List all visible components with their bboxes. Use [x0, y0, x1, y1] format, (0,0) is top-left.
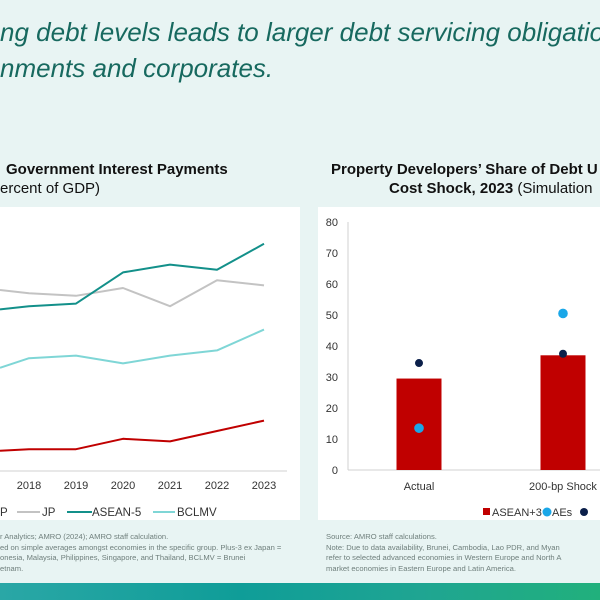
right-note-line-4: market economies in Eastern Europe and L…	[326, 563, 516, 573]
bar-200-bp-shock	[540, 355, 586, 470]
right-notes: Source: AMRO staff calculations. Note: D…	[326, 532, 561, 574]
x-tick-label: 200-bp Shock	[529, 481, 597, 493]
left-notes: r Analytics; AMRO (2024); AMRO staff cal…	[0, 532, 281, 574]
y-tick-label: 0	[332, 465, 338, 477]
legend-swatch-asean3	[483, 508, 490, 515]
y-tick-label: 30	[326, 372, 338, 384]
dot-aes-actual	[414, 423, 424, 433]
right-note-line-2: Note: Due to data availability, Brunei, …	[326, 542, 560, 552]
y-tick-label: 60	[326, 279, 338, 291]
right-chart-title: Property Developers’ Share of Debt U	[331, 160, 598, 179]
right-bar-chart: 0 10 20 30 40 50 60 70 80 Actual 200-bp Shock ASE…	[326, 217, 600, 519]
left-chart-panel: 2018 2019 2020 2021 2022 2023 P JP ASEAN-5 BCLMV	[0, 207, 300, 520]
x-tick-label: 2021	[158, 480, 182, 492]
headline-line-2: nments and corporates.	[0, 53, 274, 83]
right-note-line-1: Source: AMRO staff calculations.	[326, 532, 437, 541]
dot-aes-200-bp-shock	[558, 308, 568, 319]
x-tick-label: Actual	[404, 481, 435, 493]
line-series-asean-5	[0, 242, 265, 311]
legend-label-asean-5: ASEAN-5	[92, 507, 141, 519]
x-tick-label: 2018	[17, 480, 41, 492]
y-tick-label: 20	[326, 403, 338, 415]
right-chart-title-line2: Cost Shock, 2023 (Simulation	[389, 179, 592, 198]
x-tick-label: 2019	[64, 480, 88, 492]
right-chart-title-bold: Cost Shock, 2023	[389, 180, 514, 197]
left-chart-subtitle: ercent of GDP)	[0, 180, 101, 197]
y-tick-label: 80	[326, 217, 338, 229]
y-tick-label: 70	[326, 248, 338, 260]
legend-label-bclmv: BCLMV	[177, 507, 217, 519]
dot-series3-200-bp-shock	[559, 349, 567, 358]
legend-swatch-aes	[542, 507, 552, 517]
legend-swatch-series3	[580, 508, 588, 516]
legend-label-p: P	[0, 507, 8, 519]
footer-banner	[0, 583, 600, 600]
x-tick-label: 2020	[111, 480, 135, 492]
y-tick-label: 10	[326, 434, 338, 446]
y-tick-label: 50	[326, 310, 338, 322]
left-note-line-1: r Analytics; AMRO (2024); AMRO staff cal…	[0, 532, 169, 541]
headline-line-1: ng debt levels leads to larger debt serv…	[0, 17, 600, 47]
line-series-p	[0, 419, 265, 452]
slide-headline: ng debt levels leads to larger debt serv…	[0, 14, 600, 86]
left-line-chart: 2018 2019 2020 2021 2022 2023 P JP ASEAN-5 BCLMV	[0, 242, 287, 519]
left-note-line-3: onesia, Malaysia, Philippines, Singapore…	[0, 553, 246, 562]
left-chart-title: Government Interest Payments	[6, 160, 228, 179]
x-tick-label: 2022	[205, 480, 229, 492]
line-series-jp	[0, 279, 265, 308]
right-note-line-3: refer to selected advanced economies in …	[326, 553, 562, 562]
left-note-line-2: ed on simple averages amongst economies …	[0, 542, 282, 552]
y-tick-label: 40	[326, 341, 338, 353]
left-chart-title-text: Government Interest Payments	[6, 161, 228, 178]
legend-label-aes: AEs	[552, 507, 573, 519]
right-chart-title-text: Property Developers’ Share of Debt U	[331, 161, 598, 178]
line-series-bclmv	[0, 328, 265, 369]
dot-series3-actual	[415, 359, 423, 368]
right-chart-title-normal: (Simulation	[513, 180, 593, 197]
legend-label-jp: JP	[42, 507, 56, 519]
legend-label-asean3: ASEAN+3	[492, 507, 542, 519]
x-tick-label: 2023	[252, 480, 276, 492]
right-chart-panel: 0 10 20 30 40 50 60 70 80 Actual 200-bp Shock ASE…	[318, 207, 600, 520]
left-note-line-4: etnam.	[0, 563, 24, 573]
